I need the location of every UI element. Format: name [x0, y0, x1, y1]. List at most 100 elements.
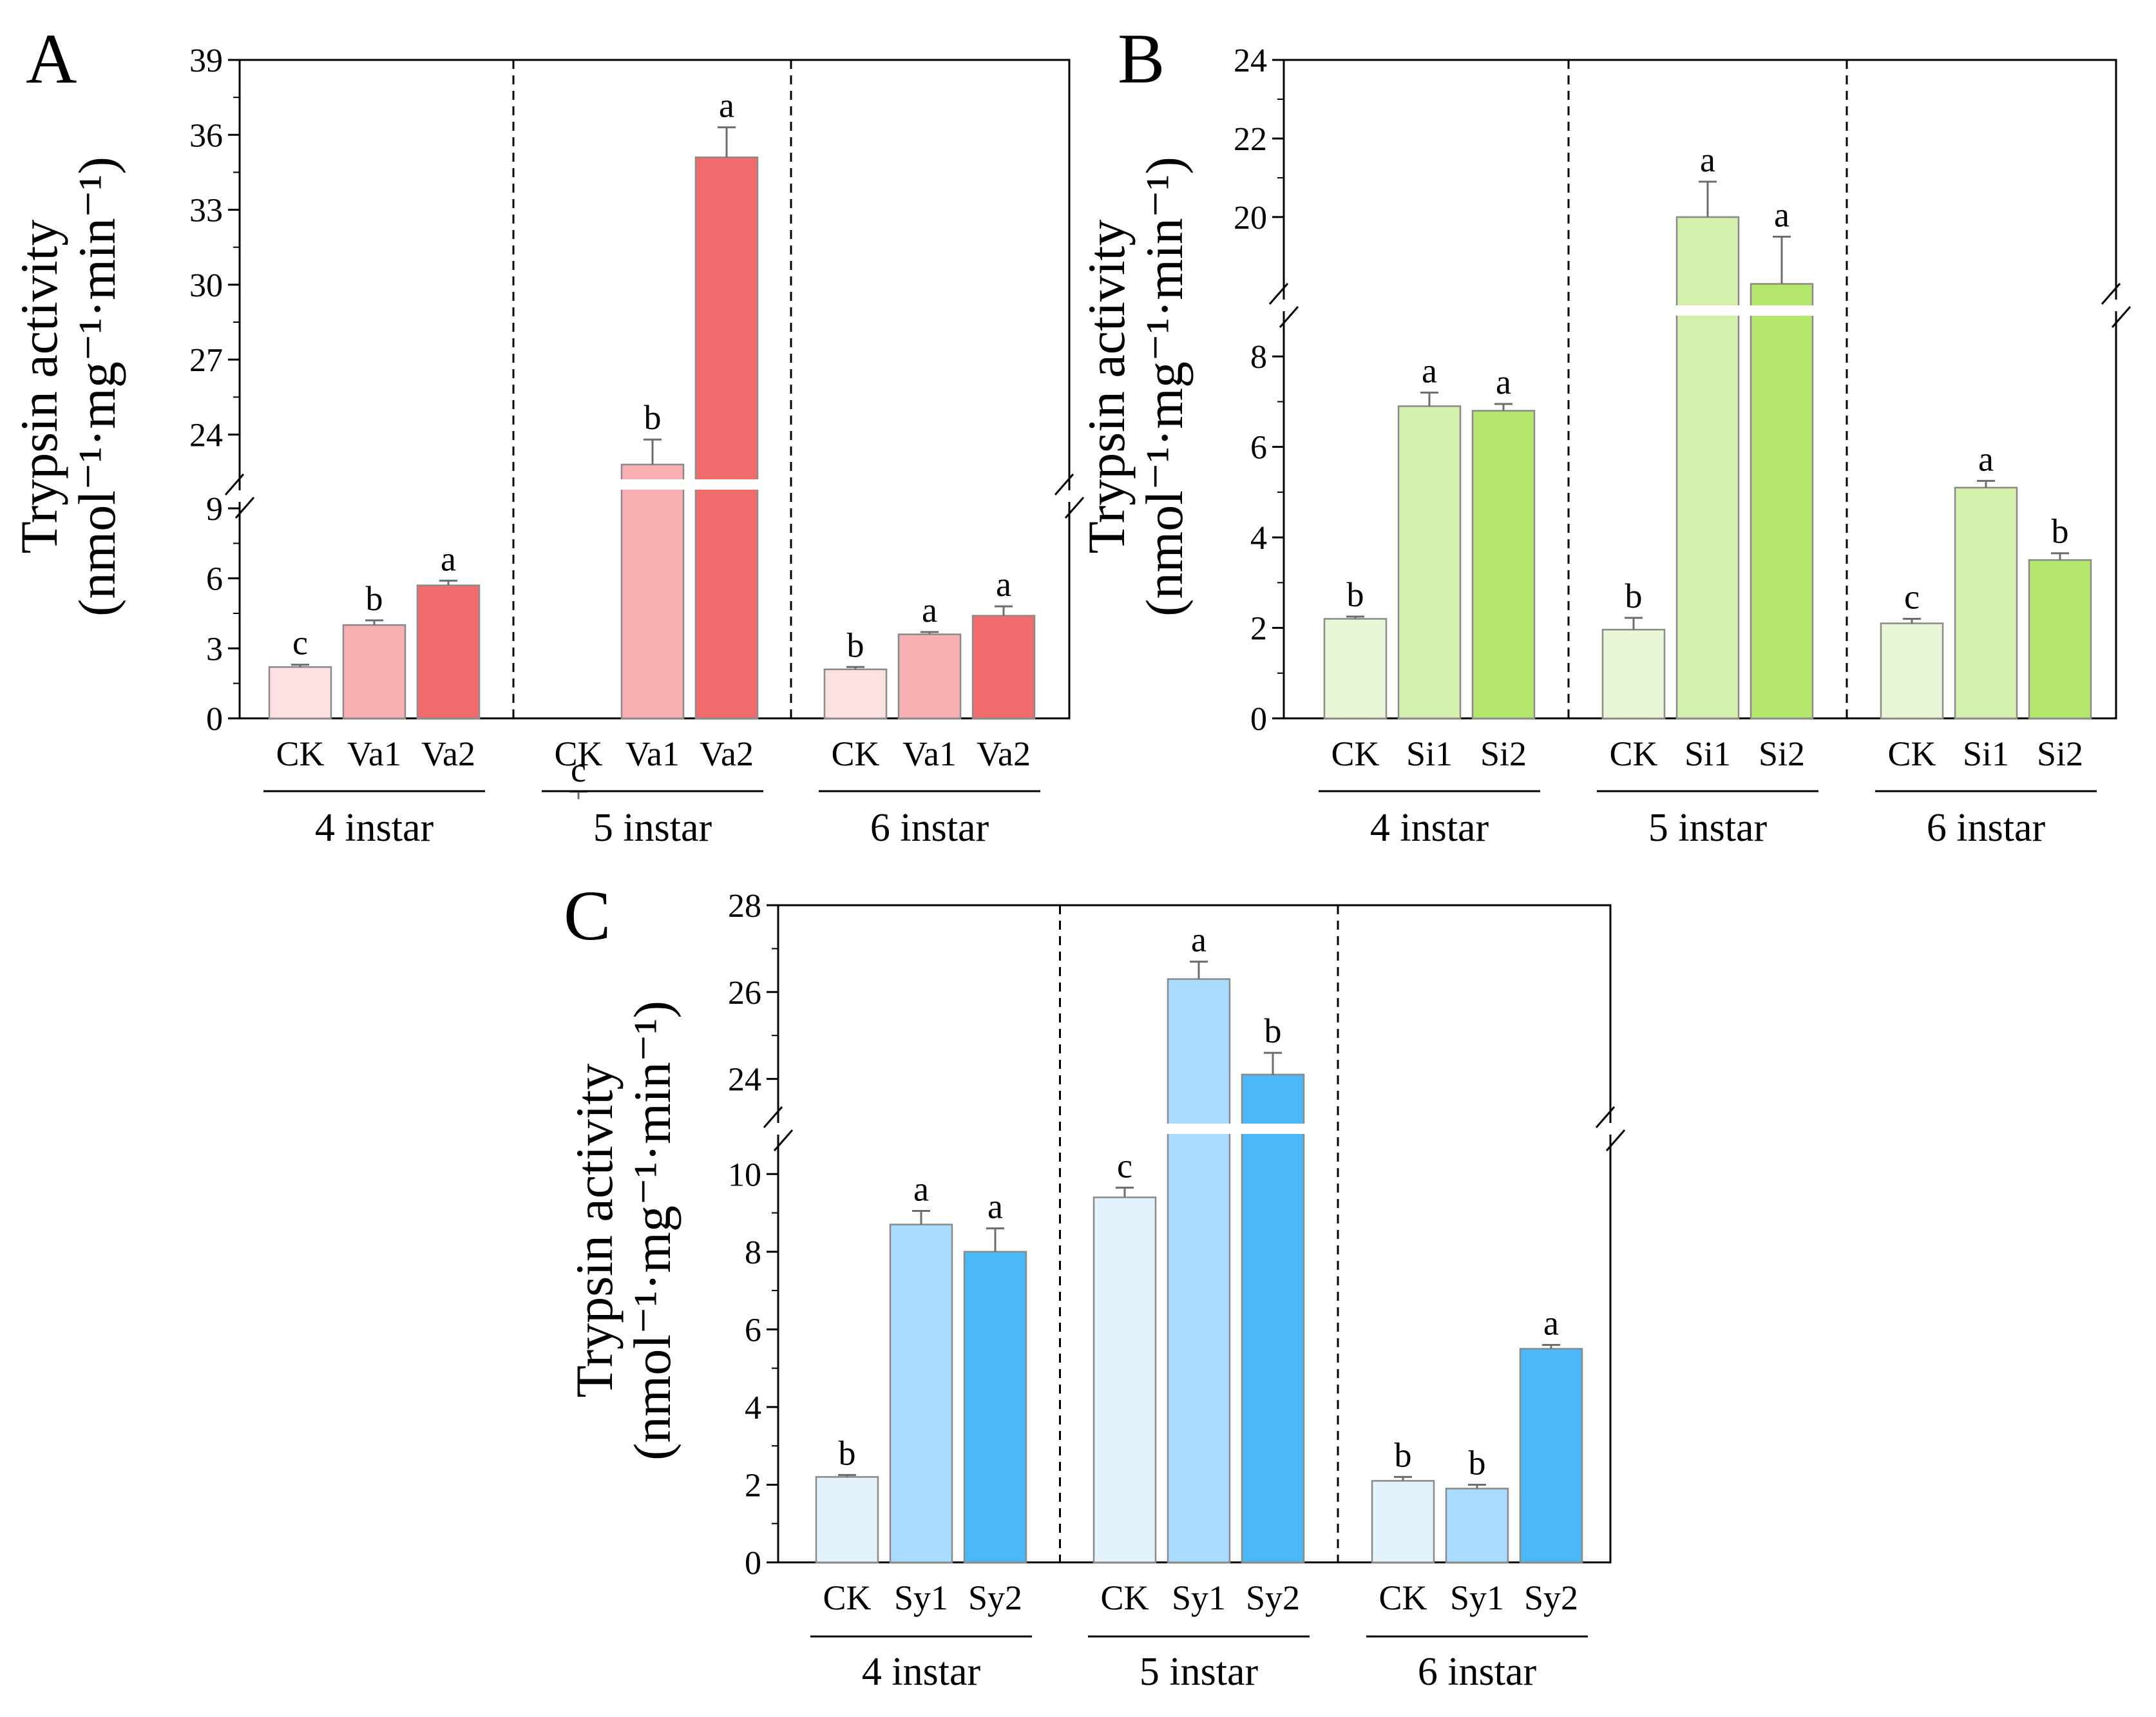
x-category-label: Va2	[977, 734, 1031, 773]
axis-break-mark	[1054, 474, 1074, 495]
significance-letter: a	[441, 539, 456, 578]
axis-break-gap	[2111, 300, 2121, 311]
bar-sy1	[1445, 1488, 1509, 1564]
significance-letter: b	[839, 1434, 856, 1472]
panel-label: B	[1118, 19, 1165, 98]
significance-letter: a	[1422, 351, 1437, 390]
y-tick-label: 6	[206, 561, 223, 598]
group-label: 4 instar	[1370, 806, 1489, 850]
panel-label: C	[564, 876, 611, 955]
x-category-label: Sy2	[1524, 1578, 1578, 1617]
axis-break-mark	[1064, 497, 1085, 519]
significance-letter: c	[571, 751, 586, 789]
significance-letter: a	[922, 591, 937, 629]
x-category-label: Sy2	[968, 1578, 1022, 1617]
axis-break-gap	[234, 490, 245, 502]
y-tick-label: 22	[1234, 121, 1267, 158]
bar-si1	[1397, 405, 1462, 720]
y-axis-title: Trypsin activity	[565, 1064, 624, 1398]
significance-letter: a	[987, 1187, 1003, 1226]
x-category-label: Si1	[1963, 734, 2009, 773]
bar-ck	[1092, 1196, 1157, 1564]
chart-panel-c: C Trypsin activity (nmol⁻¹·mg⁻¹·min⁻¹) 0 2 4 6…	[564, 876, 1626, 1694]
bar-va2	[971, 615, 1036, 720]
axis-break-mark	[224, 474, 245, 495]
x-category-label: Va1	[902, 734, 957, 773]
axis-break-gap	[1064, 490, 1074, 502]
significance-letter: b	[847, 626, 864, 664]
bar-va1	[620, 463, 685, 720]
significance-letter: c	[1117, 1146, 1132, 1185]
y-tick-label: 2	[745, 1467, 761, 1504]
significance-letter: a	[996, 565, 1011, 604]
bar-sy1	[1167, 978, 1231, 1564]
bar-break-stripe	[1240, 1124, 1306, 1134]
axis-break-gap	[1279, 300, 1289, 311]
bar-si2	[1471, 410, 1536, 720]
y-tick-label: 3	[206, 631, 223, 667]
significance-letter: b	[1469, 1443, 1486, 1482]
y-tick-label: 39	[189, 43, 223, 79]
bar-sy2	[1519, 1348, 1583, 1564]
bar-va1	[897, 633, 962, 720]
x-category-label: CK	[276, 734, 324, 773]
y-tick-label: 8	[1250, 339, 1267, 376]
bar-si2	[2028, 559, 2092, 720]
bar-sy2	[963, 1251, 1027, 1564]
significance-letter: c	[1904, 578, 1920, 617]
y-tick-label: 24	[1234, 43, 1267, 79]
y-tick-label: 0	[745, 1545, 761, 1582]
x-category-label: Sy2	[1246, 1578, 1300, 1617]
axis-break-mark	[1605, 1129, 1626, 1151]
bar-sy1	[889, 1223, 953, 1564]
x-category-label: CK	[554, 734, 602, 773]
significance-letter: a	[1496, 363, 1511, 401]
y-tick-label: 26	[728, 975, 761, 1012]
y-axis-title: Trypsin activity	[10, 220, 68, 554]
axis-break-mark	[234, 497, 255, 519]
significance-letter: a	[719, 86, 734, 125]
group-label: 5 instar	[1140, 1650, 1259, 1694]
axis-break-mark	[1279, 306, 1299, 328]
significance-letter: a	[1191, 921, 1207, 959]
y-axis-unit: (nmol⁻¹·mg⁻¹·min⁻¹)	[623, 1001, 682, 1461]
x-category-label: CK	[823, 1578, 871, 1617]
significance-letter: a	[1543, 1303, 1559, 1342]
y-tick-label: 4	[745, 1390, 761, 1426]
y-tick-label: 33	[189, 193, 223, 229]
axis-break-mark	[1595, 1106, 1616, 1128]
group-label: 5 instar	[1648, 806, 1768, 850]
significance-letter: b	[1347, 575, 1364, 614]
axis-break-mark	[2101, 283, 2121, 305]
y-tick-label: 30	[189, 267, 223, 304]
y-tick-label: 8	[745, 1234, 761, 1271]
y-tick-label: 6	[745, 1312, 761, 1348]
axis-break-mark	[2111, 306, 2132, 328]
y-tick-label: 2	[1250, 611, 1267, 647]
y-tick-label: 9	[206, 491, 223, 528]
bar-break-stripe	[546, 479, 611, 490]
group-label: 4 instar	[315, 806, 434, 850]
x-category-label: CK	[1100, 1578, 1149, 1617]
group-label: 6 instar	[1418, 1650, 1537, 1694]
axis-break-mark	[773, 1129, 794, 1151]
x-category-label: CK	[1331, 734, 1379, 773]
x-category-label: Sy1	[894, 1578, 948, 1617]
y-tick-label: 10	[728, 1156, 761, 1193]
axis-break-mark	[1268, 283, 1289, 305]
bar-ck	[815, 1476, 879, 1564]
bar-si1	[1675, 216, 1740, 720]
x-category-label: CK	[831, 734, 879, 773]
bar-sy2	[1241, 1073, 1305, 1564]
x-category-label: Si1	[1406, 734, 1453, 773]
bar-break-stripe	[1749, 305, 1815, 316]
x-category-label: CK	[1609, 734, 1657, 773]
significance-letter: a	[913, 1170, 929, 1209]
x-category-label: Si2	[1480, 734, 1527, 773]
y-axis-unit: (nmol⁻¹·mg⁻¹·min⁻¹)	[68, 157, 126, 617]
x-category-label: Va1	[347, 734, 401, 773]
y-axis-title: Trypsin activity	[1077, 220, 1136, 554]
